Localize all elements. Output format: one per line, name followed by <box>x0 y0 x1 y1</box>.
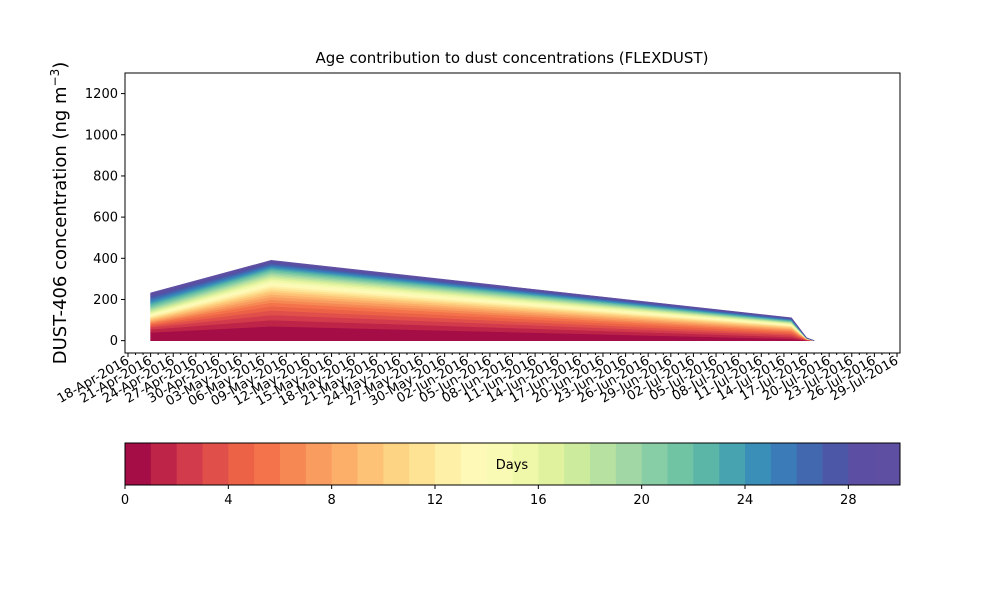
age-layer-day-29 <box>150 260 815 341</box>
colorbar-swatch <box>667 443 694 485</box>
colorbar-swatch <box>280 443 307 485</box>
colorbar-frame <box>124 442 901 486</box>
y-tick-label: 400 <box>93 252 118 267</box>
y-tick-label: 200 <box>93 293 118 308</box>
colorbar-tick-label: 12 <box>427 493 444 508</box>
y-axis-label: DUST-406 concentration (ng m−3) <box>48 62 71 365</box>
colorbar-tick-label: 0 <box>121 493 129 508</box>
colorbar-tick-label: 8 <box>328 493 336 508</box>
colorbar-swatch <box>641 443 668 485</box>
colorbar-swatch <box>615 443 643 485</box>
x-axis: 18-Apr-201621-Apr-201624-Apr-201627-Apr-… <box>55 353 901 409</box>
colorbar-swatch <box>564 443 591 485</box>
colorbar-swatch <box>383 443 410 485</box>
y-tick-label: 600 <box>93 211 118 226</box>
colorbar-swatch <box>202 443 229 485</box>
colorbar-label: Days <box>496 458 529 473</box>
y-axis: 0 200 400 600 800 1000 1200 <box>85 87 125 349</box>
colorbar-tick-label: 28 <box>840 493 857 508</box>
colorbar-swatch <box>305 443 333 485</box>
colorbar-swatch <box>796 443 823 485</box>
colorbar-swatch <box>538 443 565 485</box>
y-tick-label: 0 <box>110 334 118 349</box>
colorbar-swatch <box>693 443 720 485</box>
colorbar-swatch <box>331 443 358 485</box>
colorbar-tick-label: 24 <box>737 493 754 508</box>
colorbar-swatch <box>254 443 281 485</box>
colorbar-swatch <box>848 443 875 485</box>
colorbar-swatch <box>435 443 462 485</box>
chart-title: Age contribution to dust concentrations … <box>316 49 709 67</box>
colorbar-swatch <box>460 443 488 485</box>
colorbar-tick-label: 16 <box>530 493 547 508</box>
y-tick-label: 1200 <box>85 87 118 102</box>
colorbar-swatch <box>176 443 203 485</box>
colorbar-swatch <box>125 443 152 485</box>
colorbar-swatch <box>512 443 539 485</box>
plot-area <box>124 72 901 354</box>
y-tick-label: 1000 <box>85 128 118 143</box>
y-tick-label: 800 <box>93 169 118 184</box>
colorbar-swatch <box>590 443 617 485</box>
colorbar-swatch <box>409 443 436 485</box>
colorbar-swatch <box>822 443 849 485</box>
colorbar-swatch <box>228 443 255 485</box>
colorbar-swatch <box>719 443 746 485</box>
colorbar-swatch <box>486 443 513 485</box>
colorbar-swatch <box>150 443 178 485</box>
colorbar: 0 4 8 12 16 20 24 28 <box>121 442 901 508</box>
colorbar-tick-label: 4 <box>224 493 232 508</box>
colorbar-swatch <box>770 443 798 485</box>
colorbar-tick-label: 20 <box>633 493 650 508</box>
colorbar-swatch <box>357 443 384 485</box>
colorbar-swatch <box>874 443 901 485</box>
colorbar-swatch <box>745 443 772 485</box>
